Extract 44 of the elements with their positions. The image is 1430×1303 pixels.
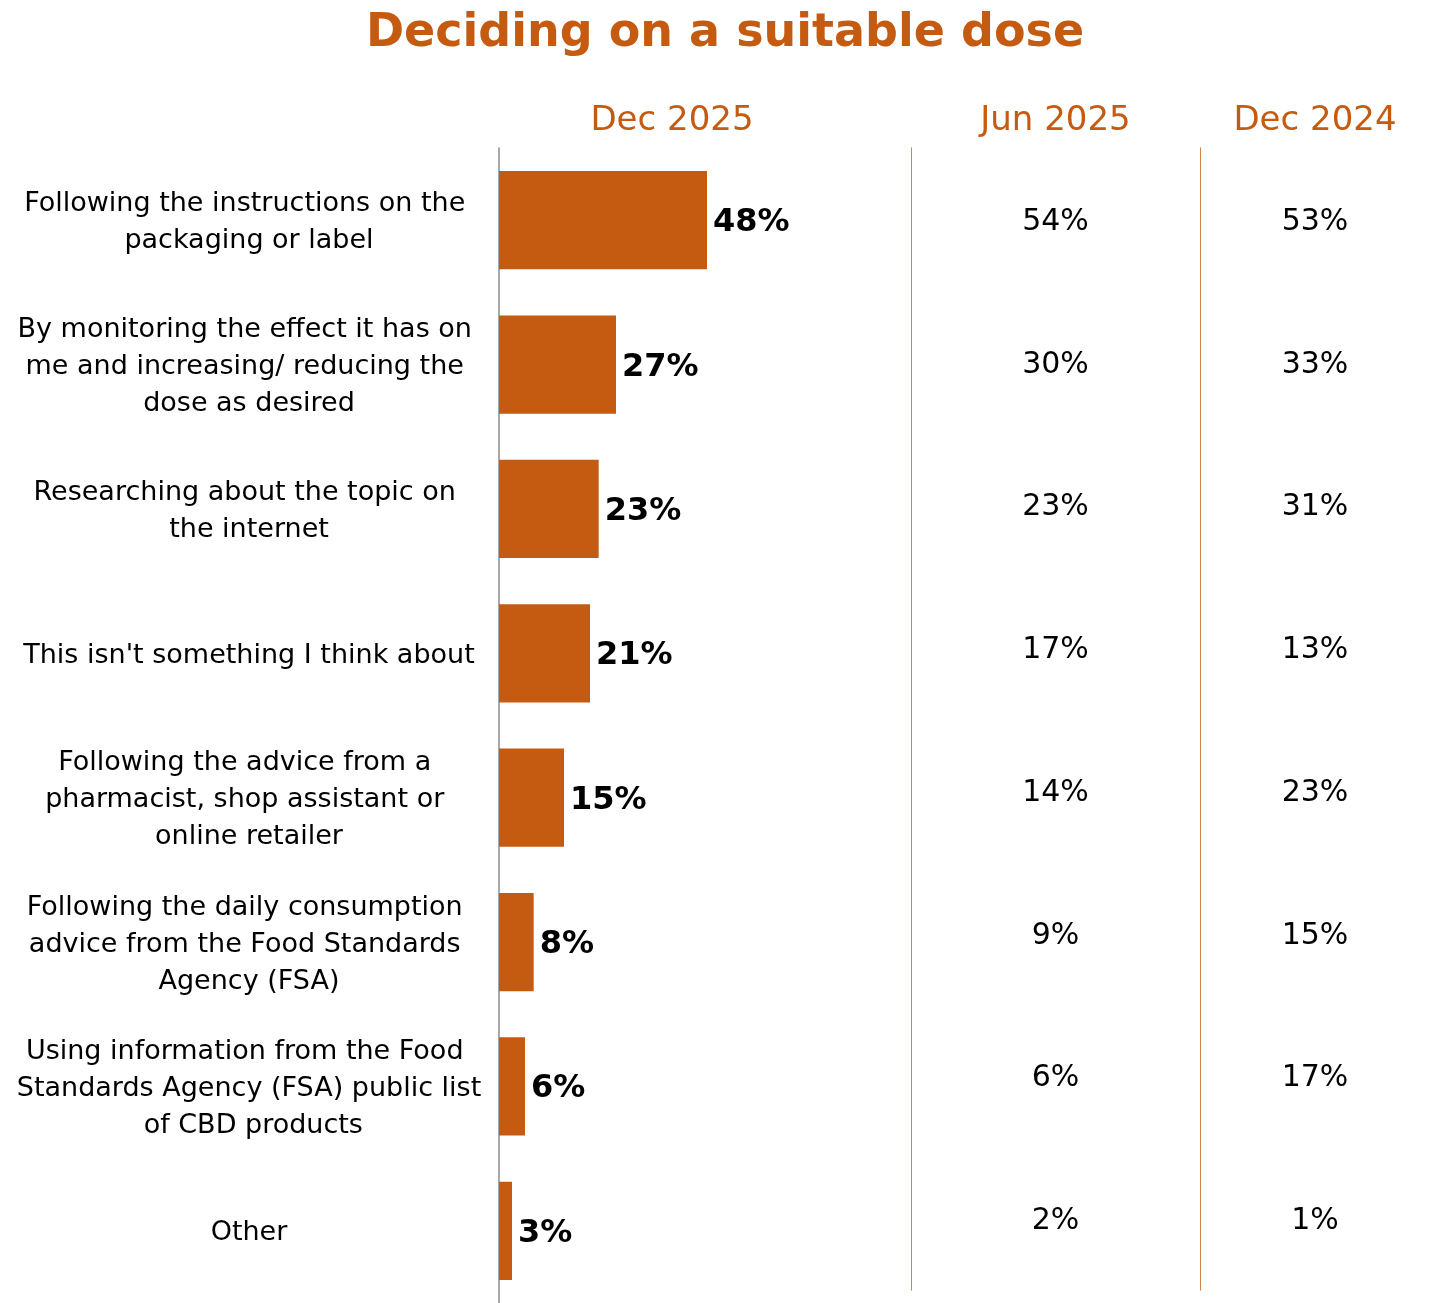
data-label: 2% bbox=[1031, 1201, 1080, 1237]
bar bbox=[499, 892, 534, 992]
bar bbox=[499, 459, 599, 559]
data-label: 23% bbox=[604, 489, 682, 528]
data-label: 33% bbox=[1281, 344, 1349, 380]
data-label: 14% bbox=[1022, 772, 1089, 808]
data-label: 13% bbox=[1281, 630, 1349, 666]
bar bbox=[499, 171, 707, 270]
y-tick-label: Using information from the Food Standards Agency (FSA) public list of CBD products bbox=[16, 1033, 482, 1139]
data-label: 48% bbox=[713, 201, 790, 240]
data-label: 54% bbox=[1022, 201, 1089, 237]
series-label: Dec 2025 bbox=[590, 98, 754, 138]
y-tick-label: This isn't something I think about bbox=[22, 637, 475, 669]
y-tick-label: By monitoring the effect it has on me and increasing/ reducing the dose as desired bbox=[17, 312, 481, 418]
text: Dec 2024 bbox=[1233, 98, 1397, 138]
bar bbox=[499, 1037, 525, 1136]
y-tick-label: Following the advice from a pharmacist, shop assistant or online retailer bbox=[45, 745, 453, 851]
y-tick-label: Following the instructions on the packaging or label bbox=[24, 186, 474, 255]
y-tick-label: Researching about the topic on the internet bbox=[33, 474, 465, 543]
bar bbox=[499, 604, 590, 703]
data-label: 15% bbox=[1281, 915, 1349, 951]
data-label: 6% bbox=[1031, 1058, 1080, 1094]
data-label: 30% bbox=[1022, 344, 1089, 380]
data-label: 1% bbox=[1291, 1201, 1339, 1237]
text: Jun 2025 bbox=[978, 98, 1131, 138]
data-label: 9% bbox=[1031, 915, 1080, 951]
data-label: 3% bbox=[518, 1211, 573, 1250]
data-label: 23% bbox=[1281, 772, 1349, 808]
data-label: 23% bbox=[1022, 487, 1089, 523]
data-label: 6% bbox=[531, 1067, 586, 1106]
data-label: 8% bbox=[539, 923, 594, 962]
data-label: 17% bbox=[1281, 1058, 1349, 1094]
bar bbox=[499, 748, 564, 847]
data-label: 27% bbox=[622, 345, 699, 384]
y-tick-label: Following the daily consumption advice from the Food Standards Agency (FSA) bbox=[26, 889, 472, 995]
data-label: 31% bbox=[1281, 487, 1349, 523]
bar bbox=[499, 315, 616, 414]
data-label: 17% bbox=[1022, 630, 1089, 666]
data-label: 53% bbox=[1281, 201, 1349, 237]
bar bbox=[499, 1181, 512, 1280]
data-label: 21% bbox=[596, 634, 673, 673]
chart-title: Deciding on a suitable dose bbox=[365, 3, 1085, 57]
data-label: 15% bbox=[570, 778, 647, 817]
y-tick-label: Other bbox=[210, 1215, 289, 1247]
